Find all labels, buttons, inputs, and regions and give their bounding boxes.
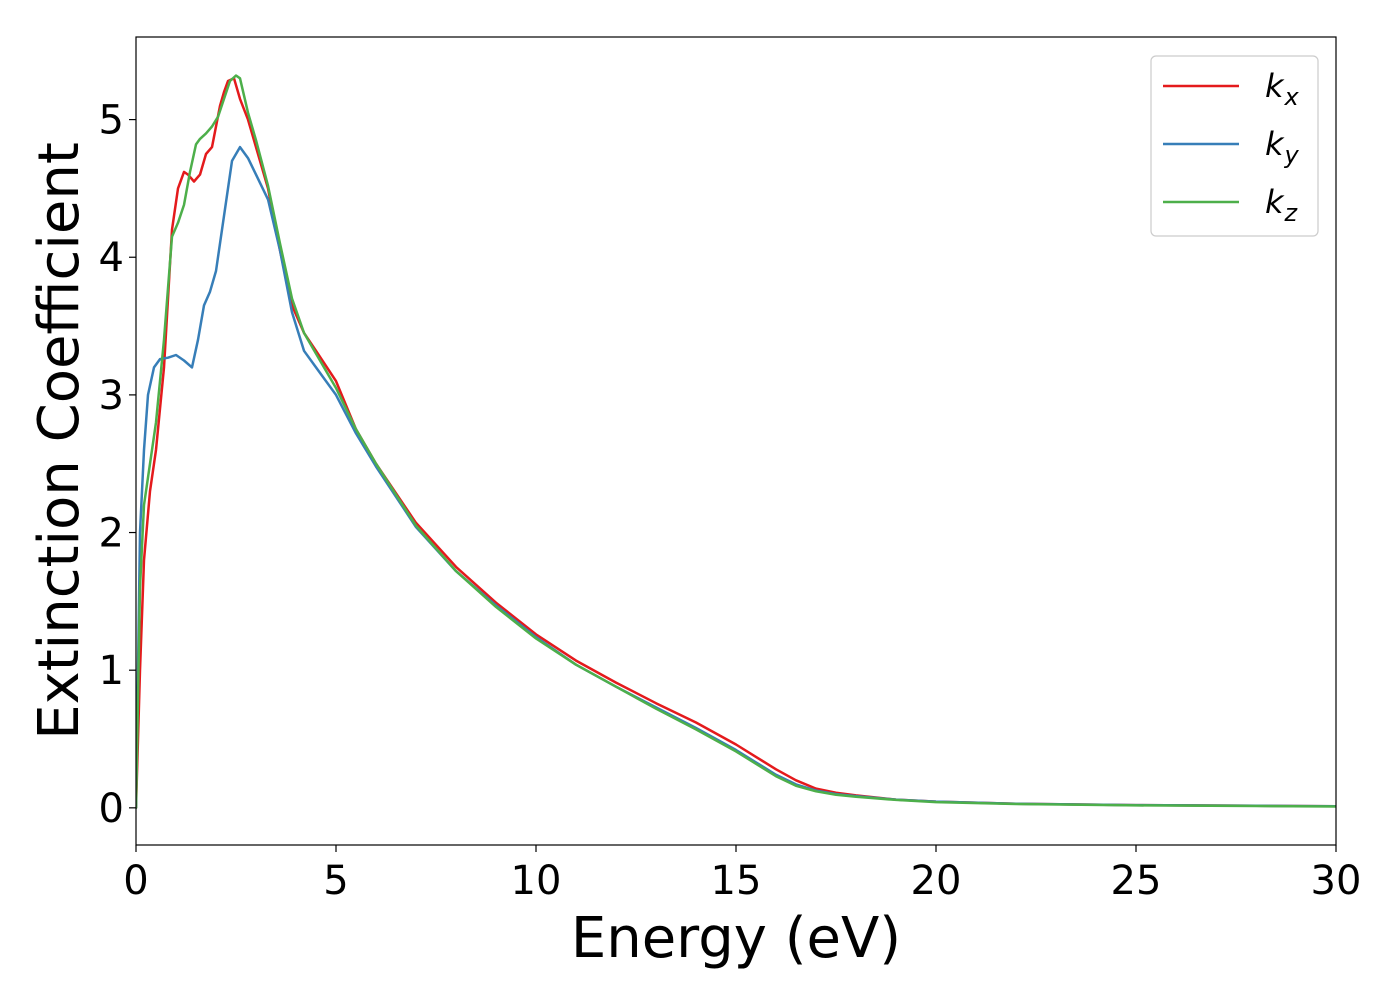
legend-subscript: z [1284, 199, 1299, 227]
y-tick-label: 2 [99, 511, 124, 557]
x-tick-label: 5 [323, 858, 348, 904]
y-tick-label: 4 [99, 235, 124, 281]
y-tick-label: 3 [99, 373, 124, 419]
y-tick-label: 5 [99, 98, 124, 144]
legend-subscript: y [1284, 141, 1300, 169]
y-axis-ticks: 0 1 2 3 4 5 [99, 98, 136, 832]
x-tick-label: 10 [511, 858, 562, 904]
x-axis-title: Energy (eV) [571, 906, 901, 971]
legend-box [1150, 55, 1319, 237]
series-layer [136, 74, 1336, 810]
series-line-kz [136, 74, 1336, 810]
y-tick-label: 0 [99, 786, 124, 832]
x-axis-ticks: 0 5 10 15 20 25 30 [123, 845, 1361, 904]
x-tick-label: 20 [911, 858, 962, 904]
legend-subscript: x [1284, 83, 1300, 111]
y-axis-title: Extinction Coefficient [27, 142, 92, 740]
x-tick-label: 15 [711, 858, 762, 904]
x-tick-label: 0 [123, 858, 148, 904]
y-tick-label: 1 [99, 648, 124, 694]
x-tick-label: 25 [1111, 858, 1162, 904]
x-tick-label: 30 [1311, 858, 1362, 904]
